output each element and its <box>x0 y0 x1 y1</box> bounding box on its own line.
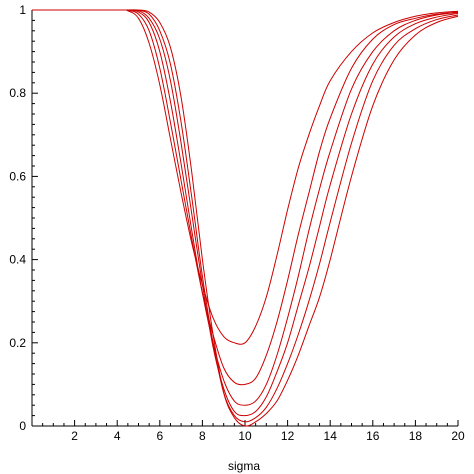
x-tick-label: 2 <box>71 429 78 443</box>
x-tick-label: 14 <box>324 429 338 443</box>
x-axis-ticks: 2 4 6 8 10 12 14 16 18 20 <box>71 429 465 443</box>
x-tick-label: 18 <box>409 429 423 443</box>
x-tick-label: 8 <box>199 429 206 443</box>
x-axis-title: sigma <box>228 459 260 473</box>
series-lines <box>31 9 459 427</box>
y-tick-label: 0.4 <box>9 253 26 267</box>
y-axis-ticks: 0 0.2 0.4 0.6 0.8 1 <box>9 3 26 433</box>
series-line-4 <box>31 9 459 417</box>
axes <box>31 9 459 427</box>
series-line-3 <box>31 9 459 406</box>
x-tick-label: 20 <box>451 429 465 443</box>
x-tick-label: 12 <box>281 429 295 443</box>
x-tick-label: 10 <box>238 429 252 443</box>
series-line-2 <box>31 9 459 386</box>
y-tick-label: 0.8 <box>9 86 26 100</box>
y-tick-label: 0.2 <box>9 336 26 350</box>
x-tick-label: 4 <box>114 429 121 443</box>
x-tick-label: 6 <box>156 429 163 443</box>
series-line-5 <box>31 9 459 423</box>
y-tick-label: 0.6 <box>9 169 26 183</box>
y-tick-label: 0 <box>19 419 26 433</box>
x-tick-label: 16 <box>366 429 380 443</box>
series-line-1 <box>31 9 459 345</box>
y-tick-label: 1 <box>19 3 26 17</box>
series-line-6 <box>31 9 459 427</box>
